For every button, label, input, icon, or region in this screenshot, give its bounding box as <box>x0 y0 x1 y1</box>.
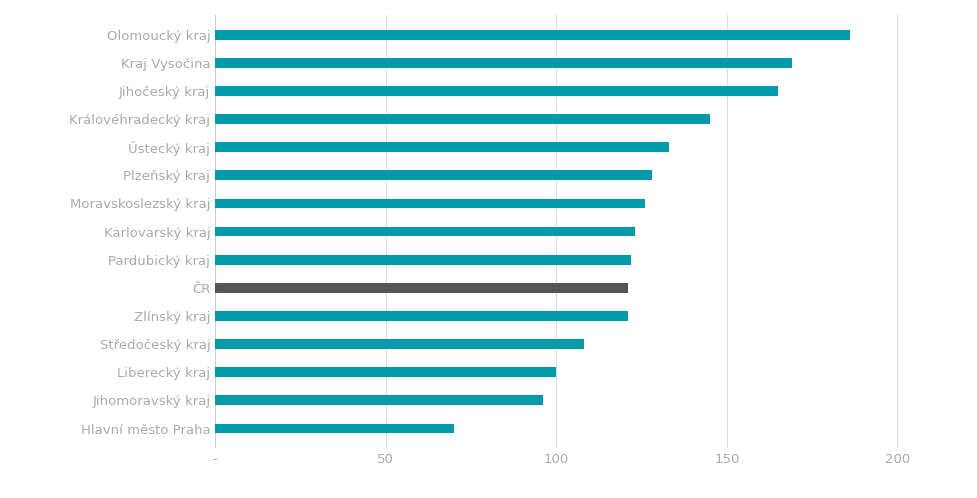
Bar <box>215 170 652 180</box>
Bar <box>215 227 634 237</box>
Bar <box>215 58 791 68</box>
Bar <box>215 255 631 264</box>
Bar <box>215 311 627 321</box>
Bar <box>215 86 778 96</box>
Bar <box>215 424 453 433</box>
Bar <box>215 368 556 377</box>
Bar <box>215 114 709 124</box>
Bar <box>215 199 645 208</box>
Bar <box>215 395 542 405</box>
Bar <box>215 283 627 293</box>
Bar <box>215 339 583 349</box>
Bar <box>215 142 668 152</box>
Bar <box>215 30 849 39</box>
